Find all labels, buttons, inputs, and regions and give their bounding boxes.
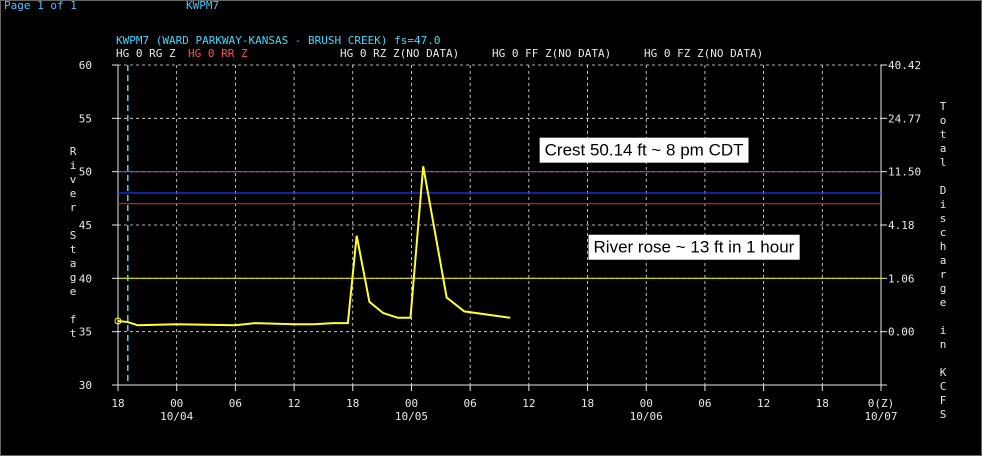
start-point — [114, 317, 122, 325]
x-tick-label: 06 — [229, 397, 242, 410]
y-tick-label: 50 — [79, 166, 92, 179]
y2-tick-label: 11.50 — [888, 166, 921, 179]
x-date-label: 10/04 — [160, 410, 193, 423]
y-tick-label: 40 — [79, 272, 92, 285]
y2-tick-label: 24.77 — [888, 112, 921, 125]
x-date-label: 10/05 — [395, 410, 428, 423]
annotation-text: River rose ~ 13 ft in 1 hour — [594, 238, 795, 257]
x-date-label: 10/07 — [864, 410, 897, 423]
y2-tick-label: 40.42 — [888, 59, 921, 72]
x-date-label: 10/06 — [630, 410, 663, 423]
annotation: Crest 50.14 ft ~ 8 pm CDT — [539, 137, 749, 163]
y2-tick-label: 1.06 — [888, 272, 915, 285]
y-tick-label: 60 — [79, 59, 92, 72]
y-tick-label: 35 — [79, 326, 92, 339]
y2-tick-label: 4.18 — [888, 219, 915, 232]
x-tick-label: 18 — [816, 397, 829, 410]
page-label: Page 1 of 1 — [4, 0, 77, 12]
x-tick-label: 18 — [346, 397, 359, 410]
x-tick-label: 06 — [464, 397, 477, 410]
y2-tick-label: 0.00 — [888, 326, 915, 339]
header-item: HG 0 FZ Z(NO DATA) — [644, 47, 763, 60]
station-id: KWPM7 — [186, 0, 219, 12]
x-tick-label: 00 — [170, 397, 183, 410]
x-tick-label: 00 — [405, 397, 418, 410]
x-tick-label: 00 — [640, 397, 653, 410]
y-axis-label: River Stage ft — [67, 145, 80, 341]
stage-line — [117, 166, 511, 327]
header-item: HG 0 FF Z(NO DATA) — [492, 47, 611, 60]
x-tick-label: 12 — [757, 397, 770, 410]
annotation-text: Crest 50.14 ft ~ 8 pm CDT — [545, 141, 744, 160]
annotation-box — [588, 234, 800, 260]
y-tick-label: 55 — [79, 112, 92, 125]
header-item: HG 0 RG Z — [116, 47, 176, 60]
header-item: HG 0 RZ Z(NO DATA) — [340, 47, 459, 60]
annotation: River rose ~ 13 ft in 1 hour — [588, 234, 800, 260]
x-tick-label: 12 — [287, 397, 300, 410]
x-tick-label: 0(Z) — [868, 397, 895, 410]
chart-title: KWPM7 (WARD PARKWAY-KANSAS - BRUSH CREEK… — [116, 34, 441, 47]
annotation-box — [539, 137, 749, 163]
x-tick-label: 18 — [581, 397, 594, 410]
header-item: HG 0 RR Z — [188, 47, 248, 60]
x-tick-label: 06 — [698, 397, 711, 410]
x-tick-label: 18 — [111, 397, 124, 410]
y-tick-label: 30 — [79, 379, 92, 392]
x-tick-label: 12 — [522, 397, 535, 410]
y2-axis-label: Total Discharge in KCFS — [937, 100, 950, 422]
y-tick-label: 45 — [79, 219, 92, 232]
